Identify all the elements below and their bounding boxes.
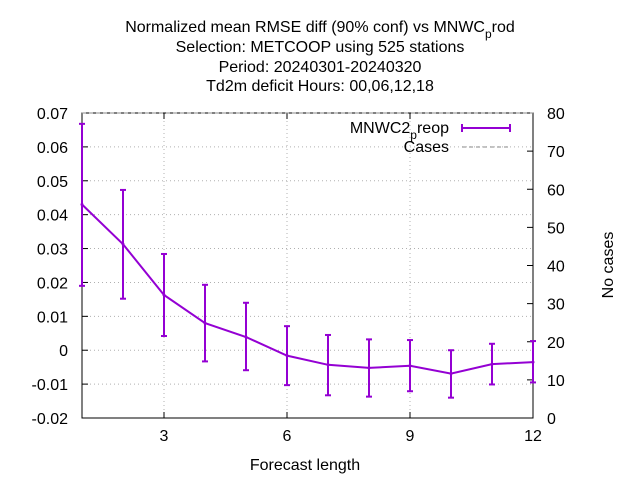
y-tick-label: -0.02 bbox=[32, 411, 69, 428]
y2-tick-label: 50 bbox=[547, 220, 565, 237]
y-tick-label: 0.01 bbox=[37, 309, 68, 326]
data-layer bbox=[79, 112, 536, 399]
y2-tick-label: 10 bbox=[547, 373, 565, 390]
data-point bbox=[531, 360, 535, 364]
data-point bbox=[80, 203, 84, 206]
y2-tick-label: 80 bbox=[547, 106, 565, 123]
y2-tick-label: 0 bbox=[547, 411, 556, 428]
y2-tick-label: 30 bbox=[547, 297, 565, 314]
data-point bbox=[162, 293, 166, 297]
x-tick-label: 9 bbox=[406, 428, 415, 445]
y-tick-label: 0.03 bbox=[37, 242, 68, 259]
y-tick-label: 0.07 bbox=[37, 106, 68, 123]
title-line-3: Period: 20240301-20240320 bbox=[219, 59, 422, 76]
title-line-2: Selection: METCOOP using 525 stations bbox=[176, 39, 465, 56]
data-point bbox=[121, 242, 125, 246]
series-line-mnwc2 bbox=[81, 203, 534, 375]
x-tick-label: 12 bbox=[524, 428, 542, 445]
data-point bbox=[367, 366, 371, 370]
legend-label-cases: Cases bbox=[404, 139, 449, 156]
y-tick-label: 0.04 bbox=[37, 208, 68, 225]
y2-tick-label: 40 bbox=[547, 259, 565, 276]
y-tick-label: 0.02 bbox=[37, 275, 68, 292]
data-point bbox=[326, 363, 330, 367]
title-line-4: Td2m deficit Hours: 00,06,12,18 bbox=[206, 78, 434, 95]
data-point bbox=[449, 372, 453, 376]
y-tick-label: 0.05 bbox=[37, 174, 68, 191]
y2-tick-label: 60 bbox=[547, 182, 565, 199]
axes bbox=[81, 112, 534, 419]
title-line-1: Normalized mean RMSE diff (90% conf) vs … bbox=[125, 19, 515, 41]
x-tick-label: 6 bbox=[283, 428, 292, 445]
y2-axis-label: No cases bbox=[600, 232, 617, 299]
y2-tick-label: 20 bbox=[547, 335, 565, 352]
data-point bbox=[490, 362, 494, 366]
data-point bbox=[203, 321, 207, 325]
legend-label-mnwc2: MNWC2preop bbox=[350, 120, 449, 142]
legend-sample-mnwc2 bbox=[461, 124, 511, 132]
y-tick-label: 0.06 bbox=[37, 140, 68, 157]
y2-tick-label: 70 bbox=[547, 144, 565, 161]
legend: MNWC2preop Cases bbox=[350, 120, 511, 156]
x-axis-label: Forecast length bbox=[250, 457, 360, 474]
y-tick-label: -0.01 bbox=[32, 377, 69, 394]
data-point bbox=[408, 364, 412, 368]
y-tick-label: 0 bbox=[59, 343, 68, 360]
chart-title: Normalized mean RMSE diff (90% conf) vs … bbox=[125, 19, 515, 95]
x-tick-label: 3 bbox=[160, 428, 169, 445]
data-point bbox=[285, 354, 289, 358]
grid-lines bbox=[82, 112, 534, 419]
plot-frame bbox=[81, 112, 534, 419]
tick-labels: 3 6 9 12 -0.02 -0.01 0 0.01 0.02 0.03 0.04 0.05 0.06… bbox=[32, 106, 565, 445]
data-point bbox=[244, 335, 248, 339]
